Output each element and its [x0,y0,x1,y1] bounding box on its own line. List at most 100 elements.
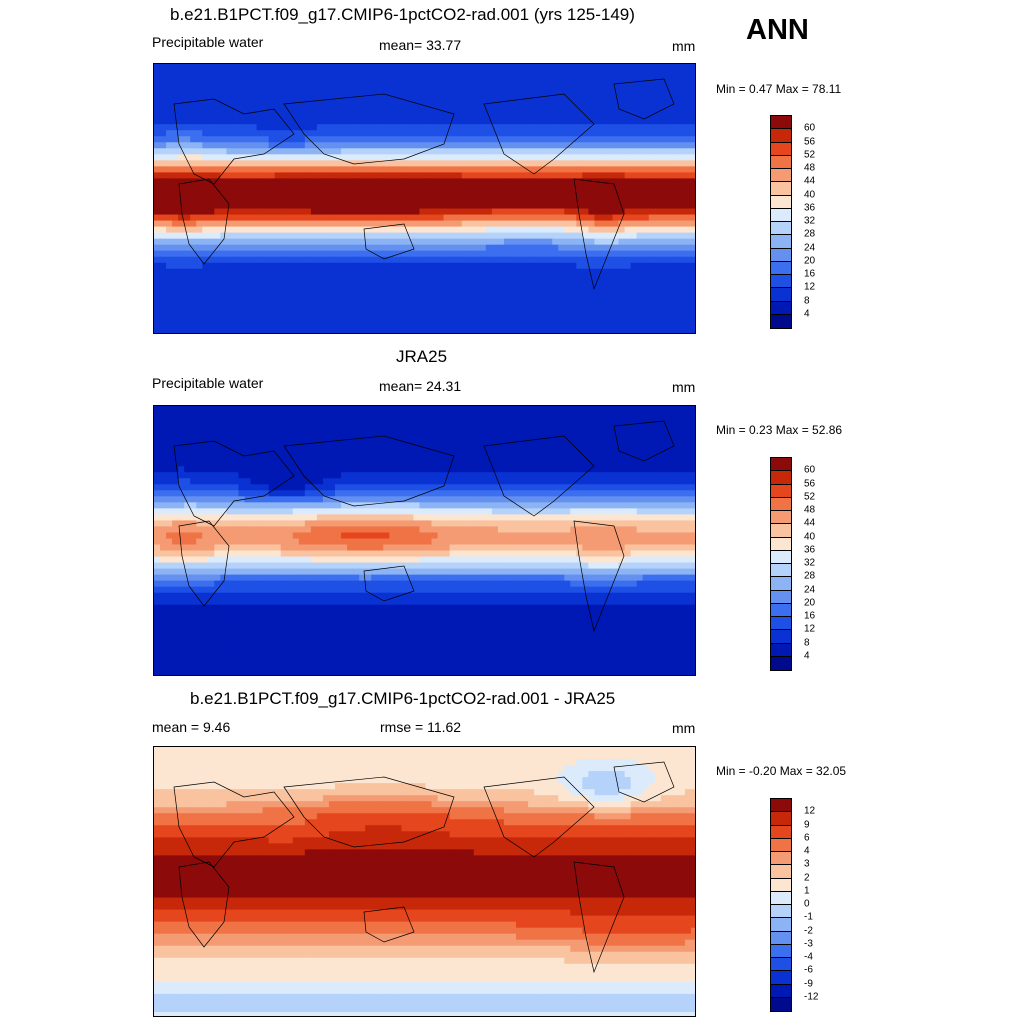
map-cell [292,82,300,89]
map-cell [660,436,668,443]
map-cell [202,88,209,95]
map-cell [413,142,421,149]
map-cell [347,172,354,180]
map-cell [690,208,695,216]
map-cell [516,286,523,294]
map-cell [516,82,523,89]
map-cell [497,196,505,204]
map-cell [407,448,415,455]
map-cell [461,286,469,294]
map-cell [443,100,451,107]
map-cell [395,274,402,282]
map-cell [371,124,378,131]
map-cell [600,124,608,131]
map-cell [546,202,553,210]
map-cell [202,316,209,324]
map-cell [522,430,529,437]
map-cell [250,166,258,173]
map-cell [322,196,330,204]
map-cell [322,442,330,449]
map-cell [160,292,167,300]
map-cell [576,82,583,89]
map-cell [594,454,602,461]
map-cell [262,454,270,461]
map-cell [184,106,191,113]
map-cell [401,250,408,258]
map-cell [576,328,583,333]
map-cell [208,292,215,300]
map-cell [528,178,535,186]
map-cell [672,298,680,306]
map-cell [286,304,294,312]
map-cell [389,172,396,180]
map-cell [316,64,324,71]
map-cell [612,124,620,131]
map-cell [214,220,221,228]
map-cell [184,292,191,300]
map-cell [256,412,264,419]
map-cell [642,160,650,167]
map-cell [606,256,614,264]
map-cell [540,106,547,113]
map-cell [286,178,294,186]
map-cell [564,448,571,455]
map-cell [383,118,390,125]
map-cell [479,286,487,294]
map-cell [244,184,252,192]
map-cell [564,184,571,192]
map-cell [588,316,596,324]
map-cell [214,424,221,431]
map-cell [274,220,282,228]
map-cell [612,226,620,234]
map-cell [467,94,475,101]
map-cell [413,70,421,77]
map-cell [154,100,161,107]
map-cell [570,172,577,180]
map-cell [540,454,547,461]
map-cell [672,94,680,101]
map-cell [684,298,692,306]
map-cell [534,76,541,83]
map-cell [528,64,535,71]
map-cell [256,250,264,258]
map-cell [485,214,493,222]
colorbar-tick-label: 48 [804,162,816,174]
map-cell [564,298,571,306]
map-cell [467,202,475,210]
map-cell [335,262,342,270]
map-cell [232,328,240,333]
map-cell [184,172,191,180]
map-cell [618,244,626,252]
map-cell [268,82,276,89]
map-cell [467,208,475,216]
map-cell [443,214,451,222]
map-cell [226,424,234,431]
map-cell [220,274,227,282]
map-cell [479,190,487,198]
map-cell [316,454,324,461]
map-cell [534,202,541,210]
map-cell [630,442,638,449]
map-cell [461,70,469,77]
map-cell [618,454,626,461]
map-cell [274,316,282,324]
map-cell [365,250,372,258]
map-cell [509,454,517,461]
map-cell [341,430,348,437]
map-cell [576,100,583,107]
map-cell [322,64,330,71]
map-cell [564,292,571,300]
map-cell [226,262,234,270]
map-cell [546,442,553,449]
map-cell [570,82,577,89]
map-cell [612,118,620,125]
map-cell [238,424,246,431]
map-cell [316,316,324,324]
map-cell [618,328,626,333]
map-cell [250,88,258,95]
map-cell [672,178,680,186]
map-cell [298,142,306,149]
map-cell [280,196,288,204]
map-cell [304,436,312,443]
map-cell [564,136,571,143]
